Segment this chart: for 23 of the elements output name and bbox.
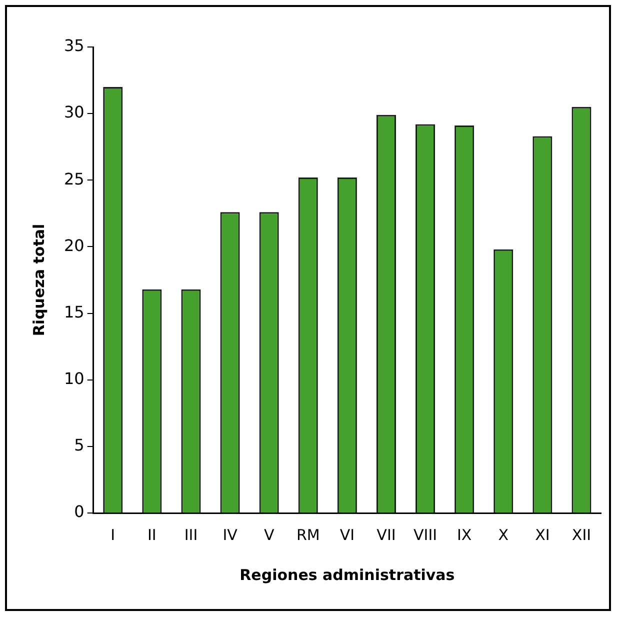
y-tick-label: 15 bbox=[64, 302, 84, 322]
x-tick-label: I bbox=[110, 526, 116, 544]
x-tick-label: RM bbox=[296, 526, 320, 544]
y-tick-label: 5 bbox=[74, 436, 84, 455]
x-tick-label: VI bbox=[340, 526, 355, 544]
y-tick-label: 20 bbox=[64, 236, 84, 255]
x-tick-label: XI bbox=[535, 526, 550, 544]
y-tick-label: 10 bbox=[64, 369, 84, 388]
y-axis-title: Riqueza total bbox=[30, 224, 48, 336]
y-tick-label: 35 bbox=[64, 36, 84, 56]
x-tick-label: IX bbox=[456, 526, 472, 544]
y-tick-label: 25 bbox=[64, 169, 84, 188]
x-tick-label: II bbox=[148, 526, 156, 544]
x-tick-label: VII bbox=[376, 526, 396, 544]
x-tick-label: III bbox=[184, 526, 198, 544]
x-tick-label: VIII bbox=[414, 526, 438, 544]
x-tick-label: XII bbox=[572, 526, 592, 544]
x-axis-title: Regiones administrativas bbox=[240, 566, 455, 584]
y-tick-label: 30 bbox=[64, 102, 84, 122]
x-tick-label: V bbox=[264, 526, 275, 544]
x-tick-label: X bbox=[498, 526, 509, 544]
y-tick-label: 0 bbox=[74, 502, 84, 522]
x-tick-label: IV bbox=[222, 526, 238, 544]
